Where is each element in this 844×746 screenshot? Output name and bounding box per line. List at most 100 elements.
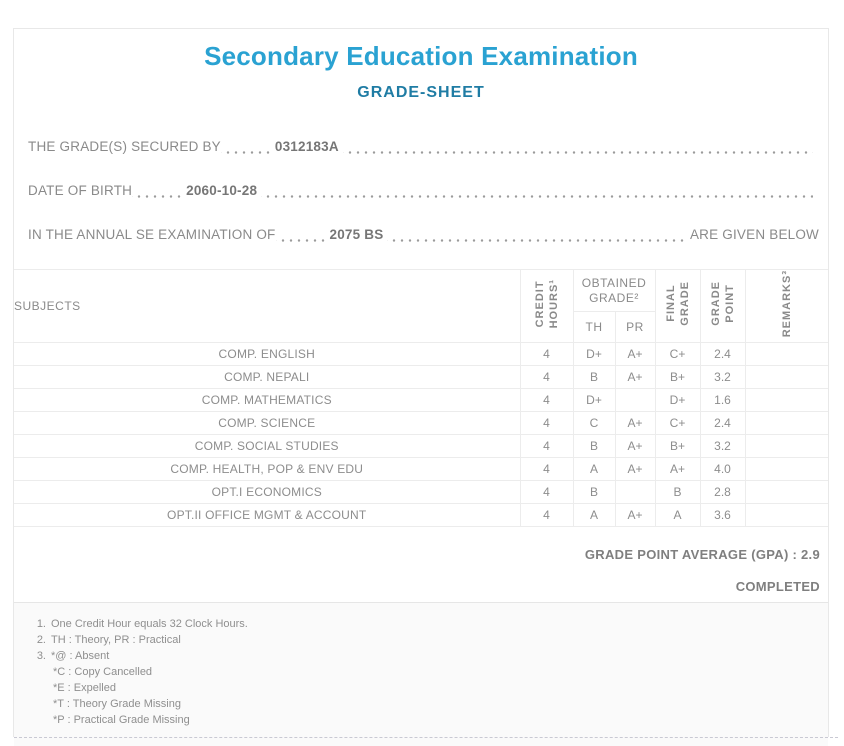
notes-section: 1. One Credit Hour equals 32 Clock Hours.… bbox=[14, 602, 828, 746]
subject-cell: OPT.II OFFICE MGMT & ACCOUNT bbox=[14, 503, 520, 528]
remarks-cell bbox=[744, 457, 829, 482]
subject-cell: COMP. HEALTH, POP & ENV EDU bbox=[14, 457, 520, 482]
info-label: IN THE ANNUAL SE EXAMINATION OF bbox=[28, 227, 276, 242]
grade-point-cell: 2.8 bbox=[699, 480, 746, 505]
table-row: COMP. SOCIAL STUDIES 4 B A+ B+ 3.2 bbox=[14, 434, 829, 459]
note-text: TH : Theory, PR : Practical bbox=[51, 634, 181, 647]
practical-grade-cell: A+ bbox=[614, 365, 656, 390]
final-grade-cell: C+ bbox=[654, 411, 701, 436]
subject-cell: COMP. SCIENCE bbox=[14, 411, 520, 436]
info-line-date-of-birth: DATE OF BIRTH 2060-10-28 bbox=[28, 181, 819, 201]
final-grade-cell: A bbox=[654, 503, 701, 528]
final-grade-cell: B+ bbox=[654, 365, 701, 390]
column-header-credit-hours: CREDIT HOURS¹ bbox=[519, 269, 573, 344]
column-header-final-grade: FINAL GRADE bbox=[654, 269, 701, 344]
final-grade-cell: B bbox=[654, 480, 701, 505]
column-header-obtained-grade: OBTAINED GRADE² bbox=[572, 269, 656, 313]
page-subtitle: GRADE-SHEET bbox=[357, 84, 485, 101]
theory-grade-cell: D+ bbox=[572, 342, 615, 367]
dot-leader bbox=[132, 186, 183, 198]
dot-leader bbox=[387, 230, 684, 242]
grade-point-cell: 2.4 bbox=[699, 342, 746, 367]
gpa-line: GRADE POINT AVERAGE (GPA) : 2.9 bbox=[584, 547, 820, 563]
theory-grade-cell: A bbox=[572, 503, 615, 528]
table-row: COMP. HEALTH, POP & ENV EDU 4 A A+ A+ 4.… bbox=[14, 457, 829, 482]
column-header-practical: PR bbox=[614, 311, 656, 344]
final-grade-cell: C+ bbox=[654, 342, 701, 367]
credit-hours-cell: 4 bbox=[519, 342, 573, 367]
theory-grade-cell: B bbox=[572, 365, 615, 390]
credit-hours-cell: 4 bbox=[519, 411, 573, 436]
table-row: OPT.II OFFICE MGMT & ACCOUNT 4 A A+ A 3.… bbox=[14, 503, 829, 528]
subject-cell: COMP. SOCIAL STUDIES bbox=[14, 434, 520, 459]
note-text: One Credit Hour equals 32 Clock Hours. bbox=[51, 618, 248, 631]
column-header-remarks: REMARKS³ bbox=[744, 269, 829, 344]
credit-hours-vertical-label: CREDIT HOURS¹ bbox=[533, 278, 560, 329]
theory-grade-cell: B bbox=[572, 480, 615, 505]
dot-leader bbox=[342, 142, 813, 154]
date-of-birth-value: 2060-10-28 bbox=[186, 183, 258, 198]
theory-grade-cell: C bbox=[572, 411, 615, 436]
info-line-grades-secured-by: THE GRADE(S) SECURED BY 0312183A bbox=[28, 137, 819, 157]
credit-hours-cell: 4 bbox=[519, 480, 573, 505]
grade-point-cell: 1.6 bbox=[699, 388, 746, 413]
table-body: COMP. ENGLISH 4 D+ A+ C+ 2.4 COMP. NEPAL… bbox=[14, 342, 829, 528]
remarks-cell bbox=[744, 365, 829, 390]
dot-leader bbox=[220, 142, 271, 154]
credit-hours-cell: 4 bbox=[519, 388, 573, 413]
remarks-cell bbox=[744, 411, 829, 436]
table-row: COMP. ENGLISH 4 D+ A+ C+ 2.4 bbox=[14, 342, 829, 367]
remarks-cell bbox=[744, 503, 829, 528]
subject-cell: COMP. MATHEMATICS bbox=[14, 388, 520, 413]
grade-point-cell: 2.4 bbox=[699, 411, 746, 436]
column-header-grade-point: GRADE POINT bbox=[699, 269, 746, 344]
practical-grade-cell bbox=[614, 388, 656, 413]
bottom-dashed-divider bbox=[14, 737, 838, 738]
table-row: OPT.I ECONOMICS 4 B B 2.8 bbox=[14, 480, 829, 505]
practical-grade-cell bbox=[614, 480, 656, 505]
grades-table: SUBJECTS CREDIT HOURS¹ OBTAINED GRADE² F… bbox=[14, 269, 829, 528]
theory-grade-cell: A bbox=[572, 457, 615, 482]
dot-leader bbox=[261, 186, 813, 198]
subject-cell: COMP. NEPALI bbox=[14, 365, 520, 390]
note-number: 3. bbox=[36, 650, 46, 663]
theory-grade-cell: D+ bbox=[572, 388, 615, 413]
note-number: 2. bbox=[36, 634, 46, 647]
practical-grade-cell: A+ bbox=[614, 434, 656, 459]
grade-point-cell: 4.0 bbox=[699, 457, 746, 482]
final-grade-vertical-label: FINAL GRADE bbox=[664, 281, 691, 326]
table-row: COMP. SCIENCE 4 C A+ C+ 2.4 bbox=[14, 411, 829, 436]
credit-hours-cell: 4 bbox=[519, 457, 573, 482]
info-line-examination-year: IN THE ANNUAL SE EXAMINATION OF 2075 BS … bbox=[28, 225, 819, 245]
grade-point-cell: 3.2 bbox=[699, 434, 746, 459]
exam-year-value: 2075 BS bbox=[329, 227, 384, 242]
practical-grade-cell: A+ bbox=[614, 457, 656, 482]
remarks-cell bbox=[744, 434, 829, 459]
remarks-vertical-label: REMARKS³ bbox=[780, 270, 793, 338]
table-row: COMP. NEPALI 4 B A+ B+ 3.2 bbox=[14, 365, 829, 390]
info-label: DATE OF BIRTH bbox=[28, 183, 133, 198]
final-grade-cell: A+ bbox=[654, 457, 701, 482]
theory-grade-cell: B bbox=[572, 434, 615, 459]
remarks-cell bbox=[744, 480, 829, 505]
practical-grade-cell: A+ bbox=[614, 503, 656, 528]
credit-hours-cell: 4 bbox=[519, 434, 573, 459]
note-item: 3. *@ : Absent *C : Copy Cancelled *E : Exp… bbox=[31, 648, 808, 728]
note-item: 1. One Credit Hour equals 32 Clock Hours. bbox=[31, 616, 808, 632]
grade-point-cell: 3.2 bbox=[699, 365, 746, 390]
subject-cell: OPT.I ECONOMICS bbox=[14, 480, 520, 505]
remarks-cell bbox=[744, 342, 829, 367]
grade-sheet-card: Secondary Education Examination GRADE-SH… bbox=[13, 28, 829, 746]
column-header-subjects: SUBJECTS bbox=[14, 269, 520, 344]
dot-leader bbox=[275, 230, 326, 242]
note-item: 2. TH : Theory, PR : Practical bbox=[31, 632, 808, 648]
column-header-theory: TH bbox=[572, 311, 615, 344]
final-grade-cell: B+ bbox=[654, 434, 701, 459]
final-grade-cell: D+ bbox=[654, 388, 701, 413]
note-number: 1. bbox=[36, 618, 46, 631]
credit-hours-cell: 4 bbox=[519, 503, 573, 528]
status-line: COMPLETED bbox=[735, 579, 820, 595]
grade-point-cell: 3.6 bbox=[699, 503, 746, 528]
summary-section: GRADE POINT AVERAGE (GPA) : 2.9 COMPLETE… bbox=[14, 527, 828, 602]
note-text: *@ : Absent *C : Copy Cancelled *E : Expel… bbox=[51, 650, 190, 727]
